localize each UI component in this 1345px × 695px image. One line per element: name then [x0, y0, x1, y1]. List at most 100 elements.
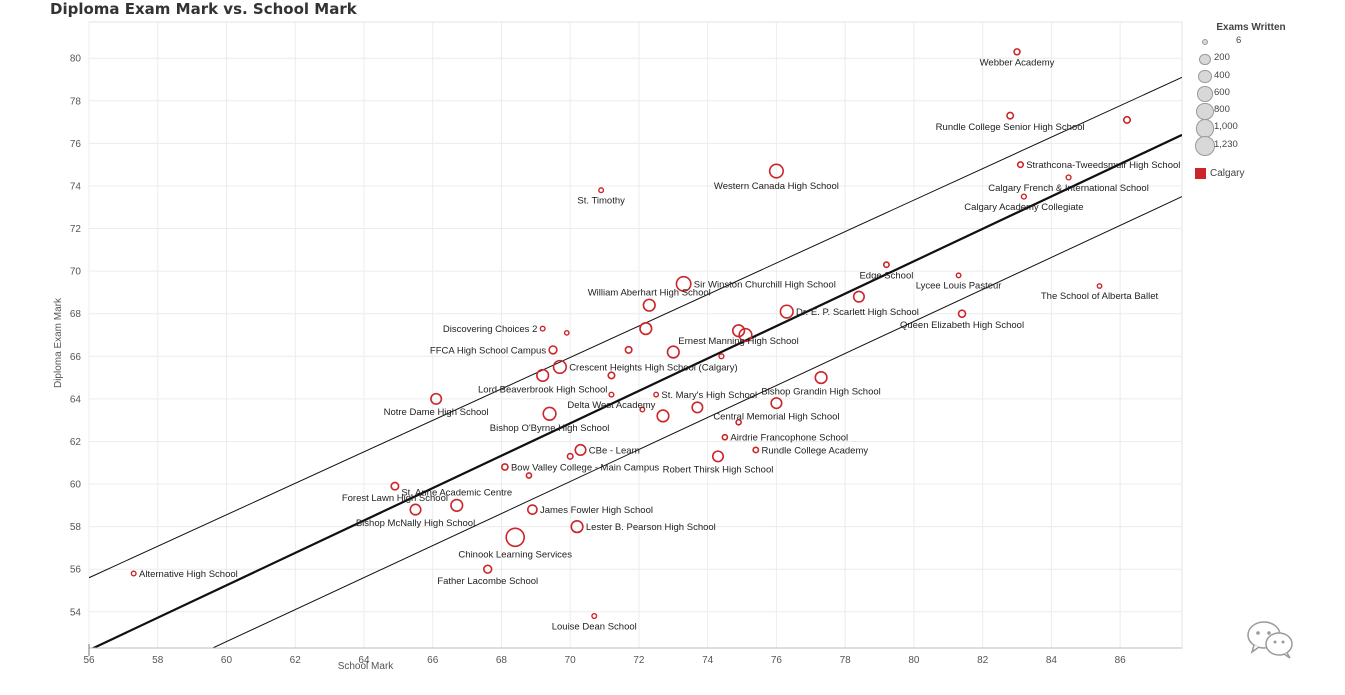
school-point[interactable]	[430, 392, 443, 405]
size-legend-circle	[1201, 38, 1209, 46]
color-legend[interactable]: Calgary	[1195, 165, 1244, 183]
school-point[interactable]	[539, 325, 546, 332]
school-point[interactable]	[542, 406, 557, 421]
school-point[interactable]	[735, 418, 742, 426]
x-tick-label: 66	[427, 655, 439, 666]
lower-confidence-band	[212, 196, 1182, 648]
school-label: Dr. E. P. Scarlett High School	[796, 307, 919, 318]
x-axis-title: School Mark	[338, 661, 395, 672]
chart-title: Diploma Exam Mark vs. School Mark	[50, 0, 357, 18]
school-point[interactable]	[1096, 283, 1103, 289]
school-point[interactable]	[536, 368, 550, 383]
size-legend-label: 1,000	[1214, 121, 1238, 133]
school-point[interactable]	[691, 401, 704, 414]
school-point[interactable]	[770, 397, 783, 410]
school-label: Queen Elizabeth High School	[900, 320, 1024, 331]
school-label: Central Memorial High School	[713, 411, 839, 422]
school-point[interactable]	[505, 527, 526, 548]
school-point[interactable]	[608, 391, 615, 398]
color-legend-swatch	[1195, 168, 1206, 180]
school-point[interactable]	[566, 452, 574, 460]
school-label: Notre Dame High School	[384, 407, 489, 418]
school-point[interactable]	[653, 391, 660, 398]
school-point[interactable]	[1016, 161, 1025, 169]
school-point[interactable]	[656, 409, 670, 423]
school-point[interactable]	[675, 275, 692, 292]
color-legend-label: Calgary	[1210, 168, 1245, 180]
school-point[interactable]	[642, 298, 656, 312]
school-point[interactable]	[852, 290, 865, 303]
y-tick-label: 64	[70, 394, 82, 405]
school-point[interactable]	[500, 463, 509, 471]
school-point[interactable]	[482, 564, 493, 574]
school-point[interactable]	[130, 570, 137, 577]
school-point[interactable]	[779, 304, 794, 319]
size-legend-circle	[1195, 135, 1215, 156]
school-label: CBe - Learn	[589, 445, 640, 456]
school-point[interactable]	[639, 321, 653, 336]
y-tick-label: 56	[70, 565, 82, 576]
size-legend-label: 1,230	[1214, 138, 1238, 150]
school-point[interactable]	[563, 329, 570, 336]
school-point[interactable]	[639, 406, 646, 413]
school-point[interactable]	[882, 261, 890, 269]
school-point[interactable]	[1006, 111, 1015, 120]
school-point[interactable]	[525, 472, 533, 479]
size-legend-label: 6	[1236, 35, 1242, 46]
size-legend-row: 400	[1190, 68, 1300, 85]
y-tick-label: 78	[70, 96, 82, 107]
y-tick-label: 70	[70, 267, 82, 278]
school-point[interactable]	[598, 187, 605, 194]
point-labels-layer: Webber Academy Rundle College Senior High…	[139, 58, 1180, 633]
school-point[interactable]	[527, 504, 538, 515]
school-label: Webber Academy	[980, 58, 1055, 69]
x-tick-label: 76	[771, 655, 783, 666]
size-legend-label: 800	[1214, 104, 1230, 116]
school-point[interactable]	[574, 443, 587, 457]
x-tick-label: 72	[633, 655, 645, 666]
school-point[interactable]	[552, 359, 568, 375]
school-point[interactable]	[390, 481, 400, 491]
axis-layer: 56 58 60 62 64 66 68 70 72 74 76 78 80 82 84 86 54 56 58 60…	[53, 54, 1182, 672]
school-point[interactable]	[711, 450, 725, 463]
school-point[interactable]	[752, 446, 760, 454]
school-point[interactable]	[450, 498, 464, 512]
school-point[interactable]	[738, 327, 753, 343]
size-legend-row: 1,000	[1190, 119, 1300, 138]
school-point[interactable]	[409, 503, 422, 516]
size-legend-row: 1,230	[1190, 135, 1300, 156]
size-legend-circle	[1198, 69, 1212, 84]
school-point[interactable]	[1013, 48, 1021, 56]
school-point[interactable]	[814, 370, 828, 385]
school-point[interactable]	[721, 433, 729, 441]
upper-confidence-band	[89, 76, 1182, 579]
school-point[interactable]	[607, 371, 616, 380]
y-tick-label: 54	[70, 607, 82, 618]
school-label: Crescent Heights High School (Calgary)	[569, 362, 737, 373]
size-legend-row: 800	[1190, 102, 1300, 120]
school-point[interactable]	[768, 163, 784, 179]
y-tick-label: 80	[70, 54, 82, 65]
school-point[interactable]	[666, 345, 680, 359]
school-point[interactable]	[1122, 115, 1132, 124]
school-label: James Fowler High School	[540, 505, 653, 516]
school-point[interactable]	[624, 345, 633, 354]
size-legend-label: 600	[1214, 86, 1230, 98]
size-legend-circle	[1195, 119, 1215, 138]
school-point[interactable]	[1020, 193, 1028, 200]
school-label: Forest Lawn High School	[342, 493, 448, 504]
grid-layer	[88, 21, 1183, 649]
school-point[interactable]	[1065, 174, 1072, 181]
x-tick-label: 84	[1046, 655, 1058, 666]
school-label: St. Timothy	[577, 196, 625, 207]
x-tick-label: 60	[221, 655, 233, 666]
y-tick-label: 76	[70, 139, 82, 150]
school-point[interactable]	[591, 613, 598, 620]
school-point[interactable]	[955, 272, 962, 279]
y-tick-label: 74	[70, 181, 82, 192]
school-point[interactable]	[548, 345, 558, 355]
school-point[interactable]	[570, 520, 584, 534]
school-point[interactable]	[957, 309, 967, 318]
school-point[interactable]	[718, 353, 725, 360]
school-label: Lester B. Pearson High School	[586, 522, 716, 533]
